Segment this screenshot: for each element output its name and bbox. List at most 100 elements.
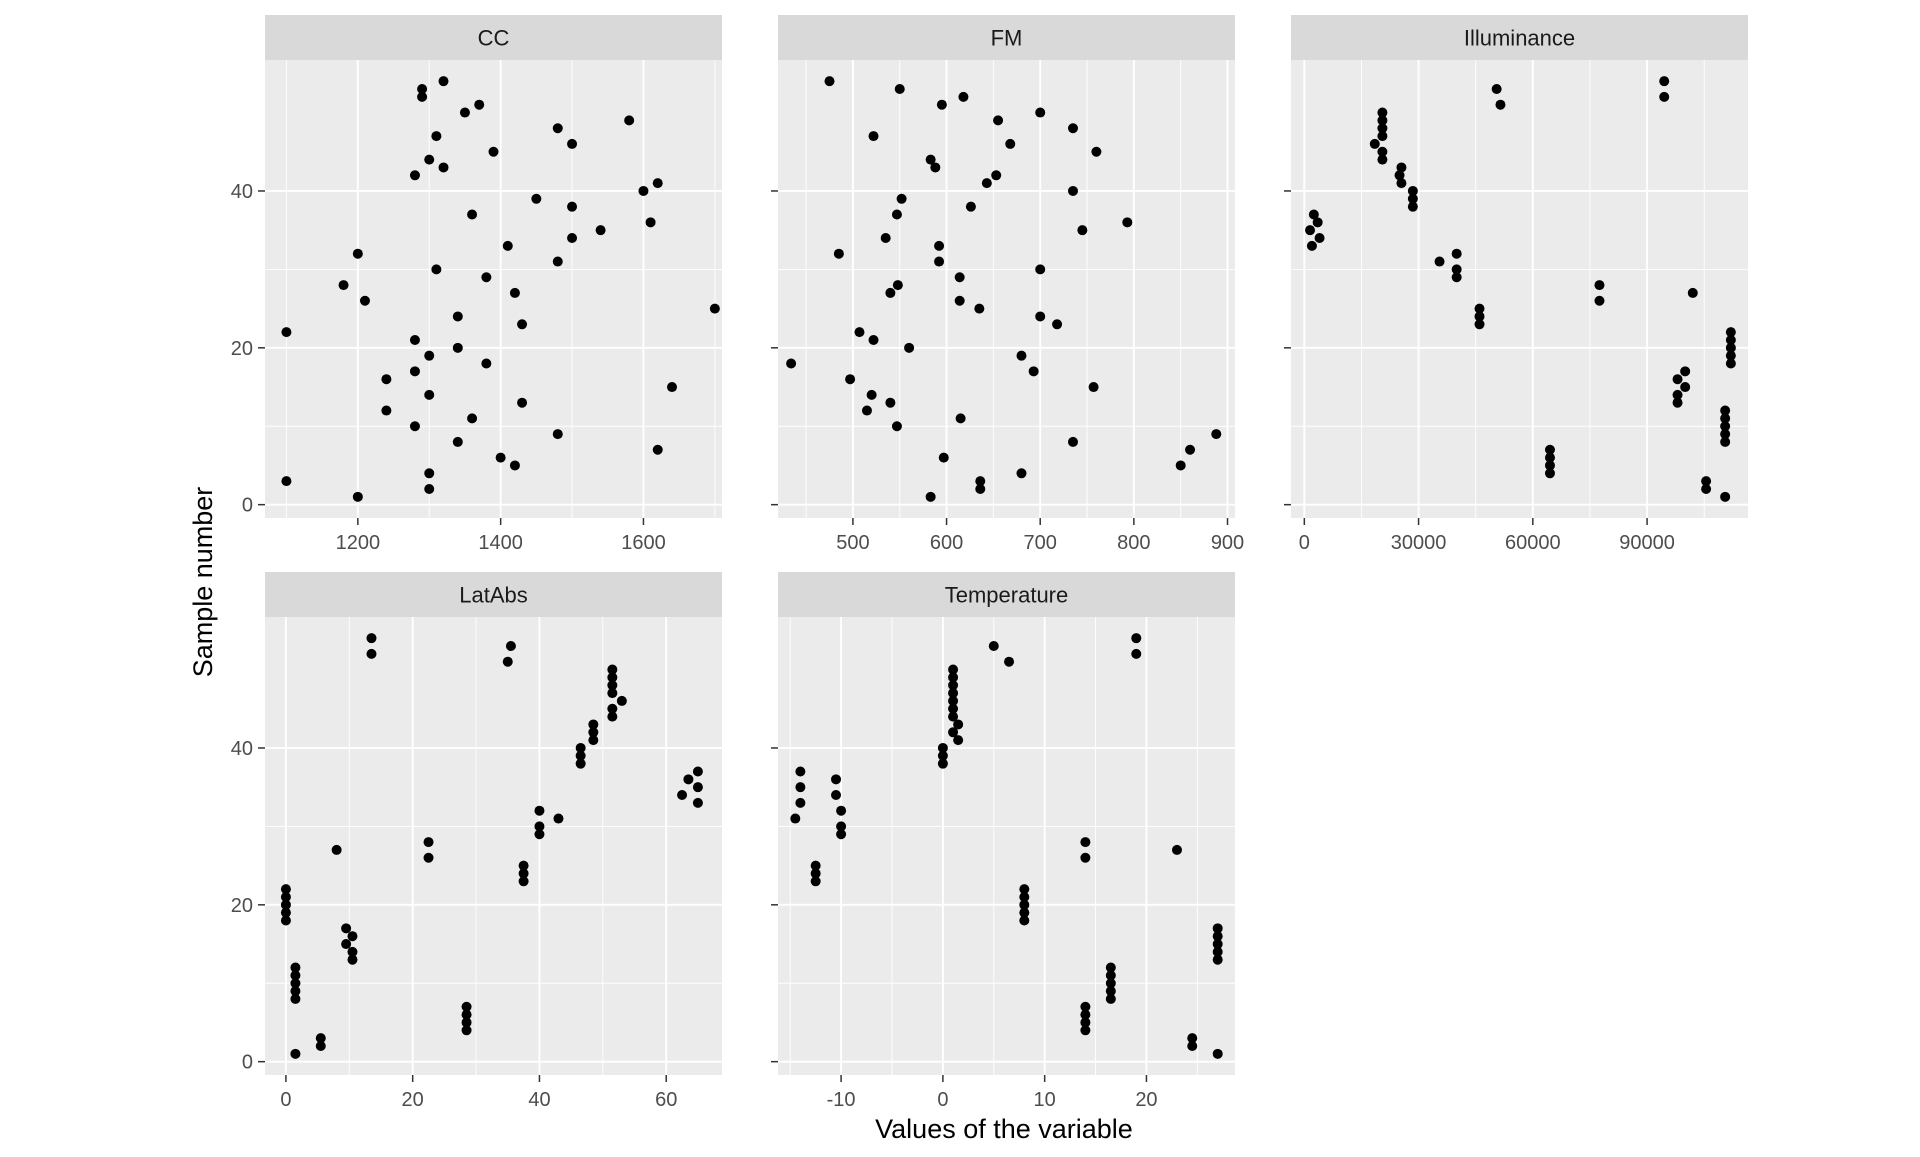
data-point: [930, 162, 941, 173]
data-point: [1725, 350, 1736, 361]
data-point: [991, 170, 1002, 181]
data-point: [607, 688, 618, 699]
data-point: [981, 178, 992, 189]
data-point: [831, 774, 842, 785]
panel-cc: CC 0 20 40 1200 1400 1600: [231, 15, 722, 554]
data-point: [1474, 311, 1485, 322]
data-point: [948, 680, 959, 691]
data-point: [954, 295, 965, 306]
panel-fm: FM 500 600 700 800 900: [771, 15, 1244, 554]
data-point: [359, 295, 370, 306]
data-point: [948, 703, 959, 714]
data-point: [974, 303, 985, 314]
data-point: [1005, 138, 1016, 149]
data-point: [1105, 978, 1116, 989]
data-point: [1377, 107, 1388, 118]
data-point: [1680, 366, 1691, 377]
data-point: [461, 1017, 472, 1028]
data-point: [552, 429, 563, 440]
data-point: [1187, 1033, 1198, 1044]
data-point: [1105, 993, 1116, 1004]
data-point: [607, 711, 618, 722]
data-point: [925, 154, 936, 165]
data-point: [1019, 884, 1030, 895]
x-tick-label: 60: [655, 1089, 677, 1111]
facet-label-temperature: Temperature: [945, 583, 1069, 608]
x-tick-label: 900: [1211, 532, 1244, 554]
data-point: [1067, 436, 1078, 447]
x-tick-label: 500: [836, 532, 869, 554]
data-point: [517, 319, 528, 330]
data-point: [1701, 483, 1712, 494]
data-point: [518, 876, 529, 887]
data-point: [452, 311, 463, 322]
data-point: [595, 225, 606, 236]
data-point: [638, 185, 649, 196]
panel-temperature: Temperature -10 0 10 20: [771, 572, 1235, 1111]
data-point: [1659, 91, 1670, 102]
data-point: [1377, 131, 1388, 142]
data-point: [518, 868, 529, 879]
data-point: [993, 115, 1004, 126]
data-point: [488, 146, 499, 157]
x-tick-label: 30000: [1391, 532, 1447, 554]
data-point: [948, 672, 959, 683]
data-point: [894, 84, 905, 95]
data-point: [824, 76, 835, 87]
data-point: [1720, 429, 1731, 440]
data-point: [1396, 178, 1407, 189]
data-point: [1451, 264, 1462, 275]
data-point: [509, 460, 520, 471]
data-point: [502, 656, 513, 667]
data-point: [552, 123, 563, 134]
data-point: [1080, 837, 1091, 848]
data-point: [1122, 217, 1133, 228]
data-point: [280, 899, 291, 910]
data-point: [280, 891, 291, 902]
panel-illuminance: Illuminance 0 30000 60000 90000: [1284, 15, 1748, 554]
data-point: [461, 1025, 472, 1036]
data-point: [645, 217, 656, 228]
x-tick-label: 90000: [1619, 532, 1675, 554]
data-point: [904, 342, 915, 353]
x-tick-label: 10: [1034, 1089, 1056, 1111]
data-point: [937, 742, 948, 753]
data-point: [381, 374, 392, 385]
data-point: [948, 727, 959, 738]
data-point: [1212, 946, 1223, 957]
data-point: [652, 444, 663, 455]
data-point: [866, 389, 877, 400]
data-point: [854, 327, 865, 338]
data-point: [1594, 295, 1605, 306]
data-point: [1019, 915, 1030, 926]
facet-label-cc: CC: [478, 26, 510, 51]
data-point: [461, 1009, 472, 1020]
data-point: [892, 280, 903, 291]
data-point: [1474, 319, 1485, 330]
data-point: [290, 962, 301, 973]
data-point: [1028, 366, 1039, 377]
data-point: [810, 876, 821, 887]
data-point: [341, 939, 352, 950]
data-point: [424, 154, 435, 165]
data-point: [341, 923, 352, 934]
data-point: [937, 758, 948, 769]
data-point: [567, 201, 578, 212]
data-point: [616, 695, 627, 706]
data-point: [1105, 962, 1116, 973]
data-point: [452, 342, 463, 353]
data-point: [692, 797, 703, 808]
data-point: [1544, 460, 1555, 471]
data-point: [948, 711, 959, 722]
data-point: [1175, 460, 1186, 471]
data-point: [652, 178, 663, 189]
data-point: [331, 844, 342, 855]
data-point: [280, 915, 291, 926]
y-tick-label: 0: [242, 1052, 253, 1074]
data-point: [290, 993, 301, 1004]
data-point: [836, 829, 847, 840]
x-tick-label: 1200: [336, 532, 381, 554]
x-tick-label: 20: [1135, 1089, 1157, 1111]
data-point: [880, 233, 891, 244]
data-point: [1131, 633, 1142, 644]
